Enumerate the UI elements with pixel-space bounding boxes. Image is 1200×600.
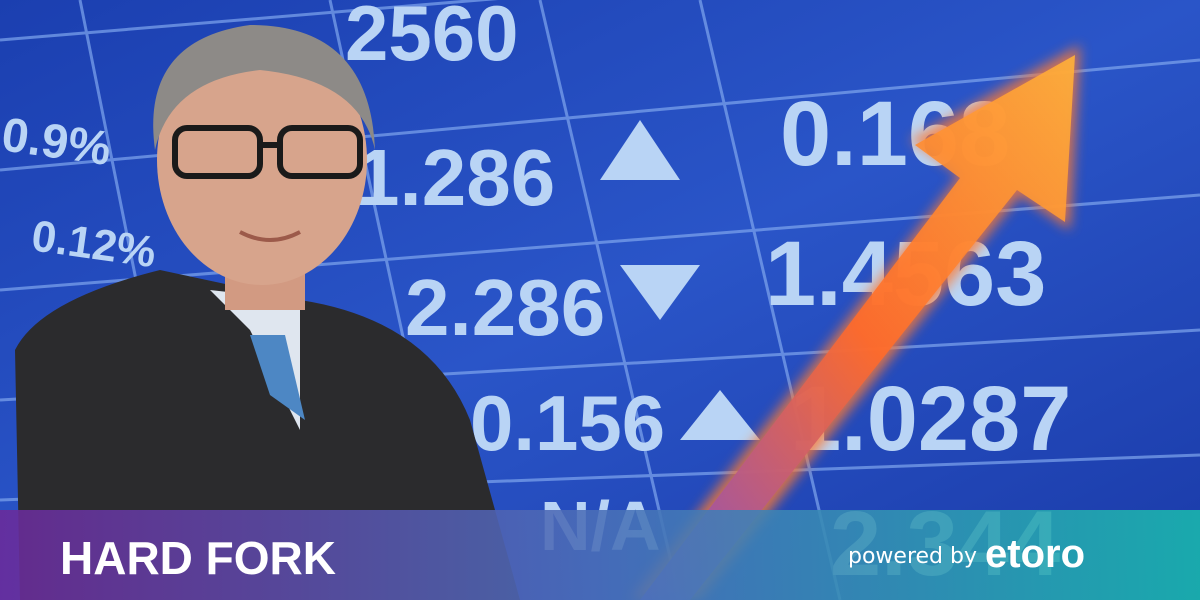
ticker-value: 0.156 <box>470 379 665 467</box>
rising-arrow <box>630 45 1080 600</box>
up-triangle <box>600 120 680 180</box>
partner-logo: etoro <box>985 532 1085 576</box>
banner <box>0 510 1200 600</box>
ticker-value: 1.286 <box>355 133 555 222</box>
ticker-value: 2.286 <box>405 263 605 352</box>
down-triangle <box>620 265 700 320</box>
ticker-value: 2560 <box>345 0 519 77</box>
up-triangle <box>680 390 760 440</box>
brand-logo: HARD FORK <box>60 532 336 584</box>
powered-by: powered by <box>848 544 977 569</box>
